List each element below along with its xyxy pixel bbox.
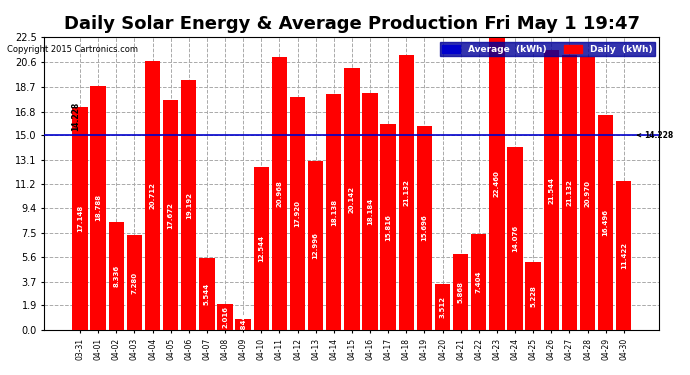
Bar bbox=[127, 236, 142, 330]
Text: 7.404: 7.404 bbox=[476, 271, 482, 293]
Title: Daily Solar Energy & Average Production Fri May 1 19:47: Daily Solar Energy & Average Production … bbox=[64, 15, 640, 33]
Text: 8.336: 8.336 bbox=[113, 265, 119, 287]
Text: 20.970: 20.970 bbox=[584, 180, 591, 207]
Text: 21.132: 21.132 bbox=[566, 179, 573, 206]
Bar bbox=[489, 38, 504, 330]
Bar bbox=[417, 126, 432, 330]
Bar bbox=[435, 284, 451, 330]
Text: 7.280: 7.280 bbox=[131, 272, 137, 294]
Bar bbox=[362, 93, 377, 330]
Bar bbox=[145, 61, 160, 330]
Text: 12.996: 12.996 bbox=[313, 232, 319, 259]
Bar bbox=[616, 182, 631, 330]
Text: 14.228: 14.228 bbox=[71, 102, 80, 131]
Bar bbox=[562, 55, 577, 330]
Text: 0.844: 0.844 bbox=[240, 314, 246, 336]
Text: 18.788: 18.788 bbox=[95, 194, 101, 221]
Text: 20.142: 20.142 bbox=[349, 186, 355, 213]
Text: 21.544: 21.544 bbox=[549, 176, 554, 204]
Text: 20.712: 20.712 bbox=[150, 182, 155, 209]
Bar bbox=[308, 161, 324, 330]
Text: 16.496: 16.496 bbox=[602, 209, 609, 236]
Bar bbox=[544, 50, 559, 330]
Text: 11.422: 11.422 bbox=[621, 242, 627, 269]
Text: 22.460: 22.460 bbox=[494, 171, 500, 197]
Text: 5.228: 5.228 bbox=[530, 285, 536, 307]
Text: 14.228: 14.228 bbox=[638, 131, 673, 140]
Text: 19.192: 19.192 bbox=[186, 192, 192, 219]
Bar bbox=[290, 97, 305, 330]
Bar bbox=[181, 80, 197, 330]
Text: 17.148: 17.148 bbox=[77, 205, 83, 232]
Bar bbox=[580, 57, 595, 330]
Text: 18.138: 18.138 bbox=[331, 198, 337, 226]
Bar bbox=[90, 86, 106, 330]
Text: 12.544: 12.544 bbox=[258, 235, 264, 262]
Bar bbox=[453, 254, 469, 330]
Text: 20.968: 20.968 bbox=[277, 180, 282, 207]
Bar bbox=[471, 234, 486, 330]
Bar bbox=[344, 68, 359, 330]
Bar bbox=[507, 147, 523, 330]
Text: 5.868: 5.868 bbox=[457, 281, 464, 303]
Text: 17.672: 17.672 bbox=[168, 202, 174, 229]
Text: 18.184: 18.184 bbox=[367, 198, 373, 225]
Text: 21.132: 21.132 bbox=[403, 179, 409, 206]
Text: 15.816: 15.816 bbox=[385, 214, 391, 241]
Bar bbox=[399, 55, 414, 330]
Text: 17.920: 17.920 bbox=[295, 200, 301, 227]
Bar bbox=[254, 167, 269, 330]
Text: 15.696: 15.696 bbox=[422, 214, 427, 242]
Text: 5.544: 5.544 bbox=[204, 283, 210, 305]
Bar bbox=[235, 319, 251, 330]
Text: 14.076: 14.076 bbox=[512, 225, 518, 252]
Bar bbox=[72, 107, 88, 330]
Text: 2.016: 2.016 bbox=[222, 306, 228, 328]
Bar bbox=[598, 116, 613, 330]
Text: 3.512: 3.512 bbox=[440, 296, 446, 318]
Bar bbox=[380, 124, 396, 330]
Bar bbox=[526, 262, 541, 330]
Bar bbox=[199, 258, 215, 330]
Bar bbox=[217, 304, 233, 330]
Text: Copyright 2015 Cartronics.com: Copyright 2015 Cartronics.com bbox=[7, 45, 138, 54]
Bar bbox=[326, 94, 342, 330]
Bar bbox=[272, 57, 287, 330]
Bar bbox=[163, 100, 179, 330]
Legend: Average  (kWh), Daily  (kWh): Average (kWh), Daily (kWh) bbox=[440, 42, 655, 56]
Bar bbox=[108, 222, 124, 330]
